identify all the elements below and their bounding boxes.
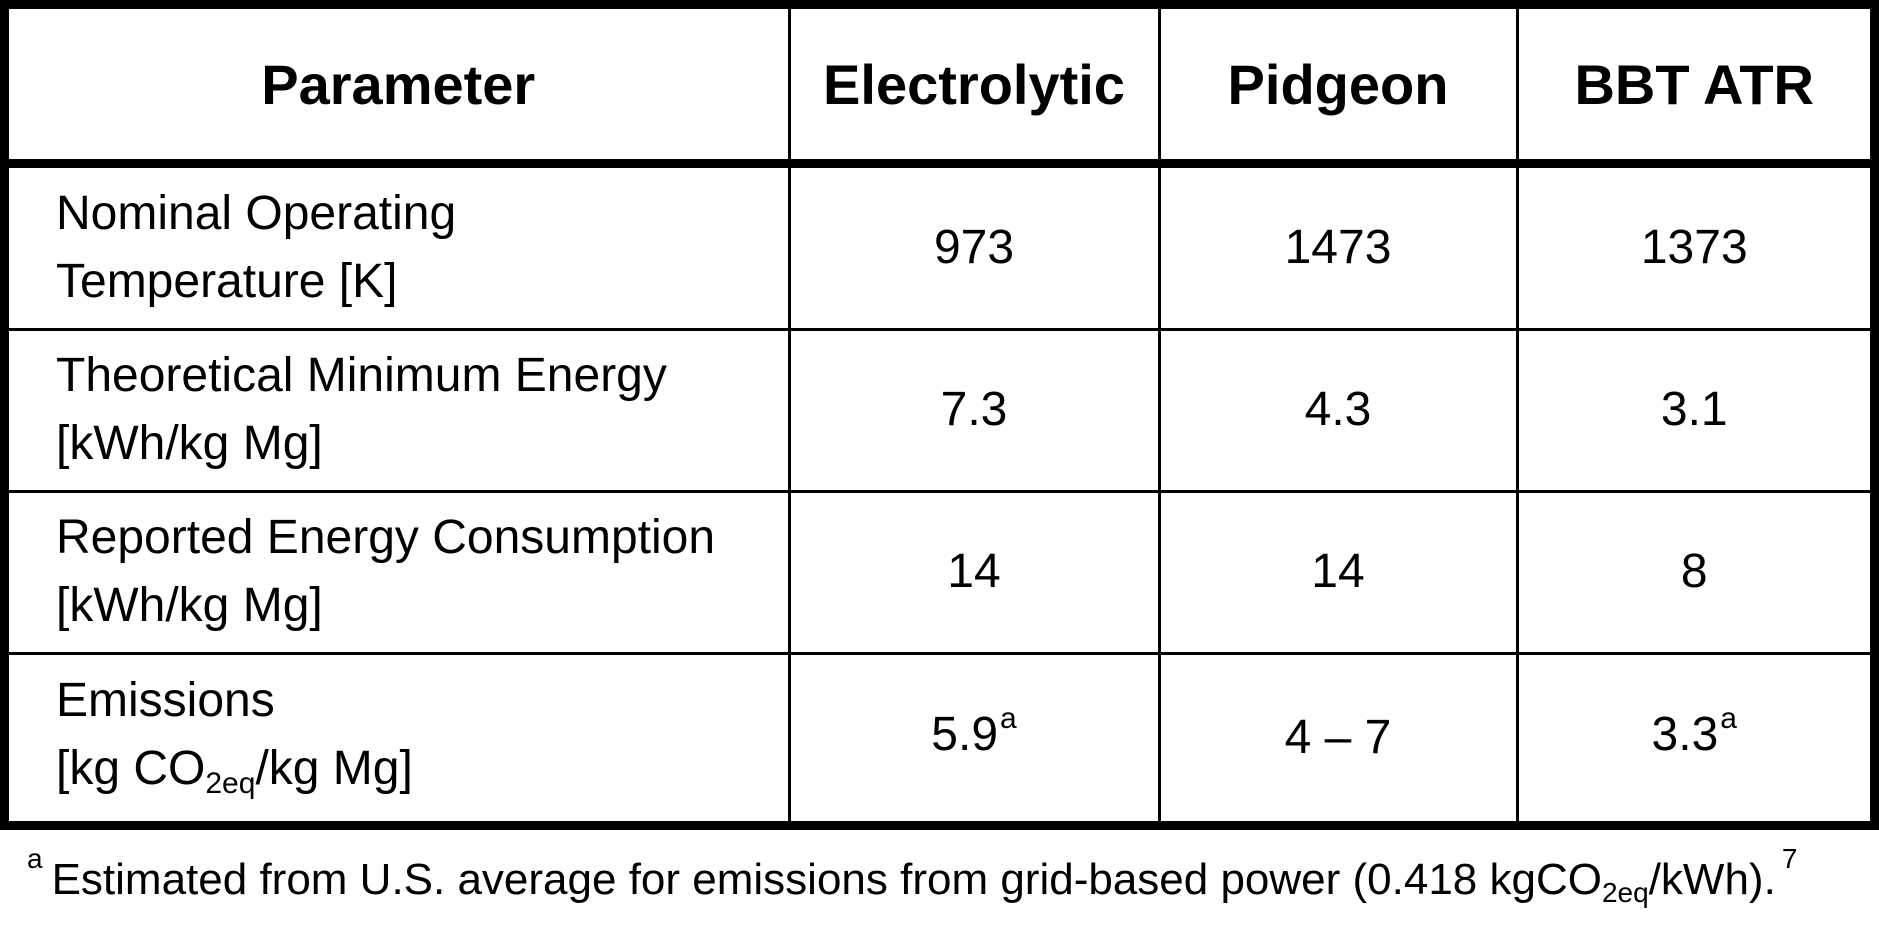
cell-value: 3.3 — [1651, 708, 1719, 762]
table-row: Nominal Operating Temperature [K] 973 14… — [9, 163, 1870, 330]
param-line-1: Theoretical Minimum Energy — [56, 349, 667, 403]
cell-electrolytic: 14 — [787, 489, 1159, 654]
cell-electrolytic: 5.9a — [787, 652, 1159, 821]
header-pidgeon: Pidgeon — [1157, 9, 1517, 164]
param-line-2: [kWh/kg Mg] — [56, 417, 323, 471]
cell-pidgeon: 1473 — [1157, 163, 1517, 330]
cell-bbt-atr: 3.3a — [1515, 652, 1870, 821]
table-row: Emissions [kg CO2eq/kg Mg] 5.9a 4 – 7 3.… — [9, 652, 1870, 821]
cell-value: 5.9 — [931, 708, 999, 762]
table-row: Theoretical Minimum Energy [kWh/kg Mg] 7… — [9, 327, 1870, 492]
cell-pidgeon: 4.3 — [1157, 327, 1517, 492]
cell-electrolytic: 7.3 — [787, 327, 1159, 492]
cell-electrolytic: 973 — [787, 163, 1159, 330]
footnote-marker: a — [1000, 702, 1017, 736]
cell-pidgeon: 4 – 7 — [1157, 652, 1517, 821]
param-line-2: [kWh/kg Mg] — [56, 579, 323, 633]
row-parameter-label: Theoretical Minimum Energy [kWh/kg Mg] — [9, 327, 789, 492]
param-unit-subscript: 2eq — [205, 767, 256, 801]
cell-bbt-atr: 1373 — [1515, 163, 1870, 330]
footnote-marker: a — [1720, 702, 1737, 736]
footnote-text-pre: Estimated from U.S. average for emission… — [51, 855, 1602, 904]
data-table: Parameter Electrolytic Pidgeon BBT ATR N… — [9, 9, 1870, 821]
header-bbt-atr: BBT ATR — [1515, 9, 1870, 164]
footnote-text-post: /kWh). — [1648, 855, 1776, 904]
param-line-1: Nominal Operating — [56, 186, 457, 240]
table-header-row: Parameter Electrolytic Pidgeon BBT ATR — [9, 9, 1870, 164]
table-footnote: a Estimated from U.S. average for emissio… — [0, 838, 1879, 922]
param-line-2: [kg CO2eq/kg Mg] — [56, 742, 413, 800]
footnote-subscript: 2eq — [1601, 877, 1649, 908]
row-parameter-label: Emissions [kg CO2eq/kg Mg] — [9, 652, 789, 821]
param-line-2: Temperature [K] — [56, 254, 398, 308]
header-parameter: Parameter — [261, 52, 536, 116]
cell-bbt-atr: 3.1 — [1515, 327, 1870, 492]
reference-marker: 7 — [1781, 843, 1798, 874]
table-row: Reported Energy Consumption [kWh/kg Mg] … — [9, 489, 1870, 654]
header-electrolytic: Electrolytic — [787, 9, 1159, 164]
param-unit-post: /kg Mg] — [255, 742, 413, 796]
cell-pidgeon: 14 — [1157, 489, 1517, 654]
data-table-frame: Parameter Electrolytic Pidgeon BBT ATR N… — [0, 0, 1879, 830]
row-parameter-label: Nominal Operating Temperature [K] — [9, 164, 789, 330]
param-line-1: Emissions — [56, 674, 275, 728]
cell-bbt-atr: 8 — [1515, 489, 1870, 654]
row-parameter-label: Reported Energy Consumption [kWh/kg Mg] — [9, 489, 789, 654]
param-line-1: Reported Energy Consumption — [56, 511, 716, 565]
param-unit-pre: [kg CO — [56, 742, 206, 796]
footnote-mark: a — [27, 843, 43, 874]
